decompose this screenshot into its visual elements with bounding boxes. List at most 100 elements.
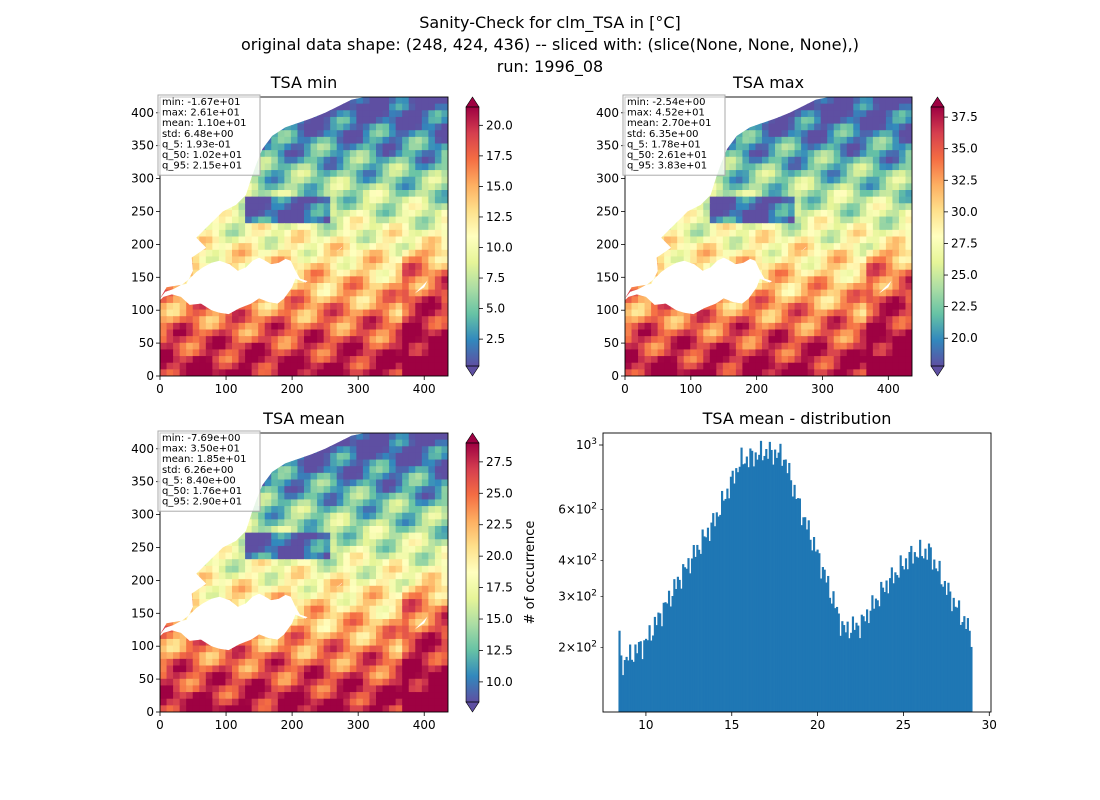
heatmap-cell — [251, 369, 259, 376]
heatmap-cell — [408, 369, 416, 376]
colorbar-tick-label: 35.0 — [951, 142, 978, 156]
heatmap-cell — [415, 466, 423, 474]
heatmap-cell — [336, 283, 344, 291]
heatmap-cell — [775, 283, 783, 291]
heatmap-cell — [664, 356, 672, 364]
heatmap-cell — [722, 223, 730, 231]
heatmap-cell — [415, 183, 423, 191]
heatmap-cell — [330, 209, 338, 218]
heatmap-cell — [664, 362, 672, 370]
heatmap-cell — [840, 130, 848, 138]
heatmap-cell — [408, 356, 416, 364]
heatmap-cell — [245, 229, 253, 238]
heatmap-cell — [382, 506, 390, 514]
heatmap-cell — [304, 349, 312, 357]
heatmap-cell — [160, 349, 168, 357]
heatmap-cell — [382, 97, 390, 105]
heatmap-cell — [389, 519, 397, 527]
heatmap-cell — [349, 466, 357, 474]
heatmap-cell — [421, 433, 429, 441]
heatmap-cell — [238, 236, 246, 244]
heatmap-cell — [264, 545, 272, 554]
heatmap-cell — [317, 163, 325, 171]
heatmap-cell — [859, 256, 867, 264]
heatmap-cell — [382, 316, 390, 324]
heatmap-cell — [369, 256, 377, 264]
heatmap-cell — [820, 362, 828, 370]
heatmap-cell — [349, 296, 357, 304]
heatmap-cell — [297, 196, 305, 204]
heatmap-cell — [395, 532, 403, 540]
heatmap-cell — [199, 302, 207, 311]
heatmap-cell — [349, 329, 357, 337]
heatmap-cell — [389, 269, 397, 277]
heatmap-cell — [251, 532, 259, 540]
heatmap-cell — [264, 150, 272, 158]
heatmap-cell — [408, 249, 416, 258]
heatmap-cell — [428, 459, 436, 467]
heatmap-cell — [376, 559, 384, 567]
heatmap-cell — [264, 349, 272, 357]
heatmap-cell — [389, 116, 397, 125]
heatmap-cell — [441, 486, 448, 494]
heatmap-cell — [330, 599, 338, 607]
heatmap-cell — [846, 143, 854, 151]
heatmap-cell — [408, 296, 416, 304]
heatmap-cell — [245, 316, 253, 324]
heatmap-cell — [434, 110, 443, 118]
heatmap-cell — [853, 342, 861, 351]
heatmap-cell — [186, 356, 194, 364]
heatmap-cell — [232, 209, 240, 218]
heatmap-cell — [369, 446, 377, 454]
heatmap-cell — [421, 116, 429, 125]
heatmap-cell — [245, 532, 253, 540]
heatmap-cell — [428, 309, 436, 317]
heatmap-cell — [356, 519, 364, 527]
heatmap-cell — [271, 329, 279, 337]
heatmap-cell — [729, 229, 737, 238]
heatmap-cell — [872, 116, 880, 125]
heatmap-cell — [264, 336, 272, 344]
heatmap-cell — [670, 316, 678, 324]
heatmap-cell — [376, 130, 384, 138]
heatmap-cell — [192, 302, 200, 311]
heatmap-cell — [317, 203, 325, 211]
heatmap-cell — [827, 256, 835, 264]
heatmap-cell — [794, 229, 802, 238]
heatmap-cell — [761, 209, 770, 218]
heatmap-cell — [271, 356, 279, 364]
heatmap-cell — [362, 439, 371, 447]
heatmap-cell — [794, 216, 802, 224]
heatmap-cell — [389, 170, 397, 178]
heatmap-cell — [709, 249, 717, 258]
heatmap-cell — [755, 136, 763, 145]
heatmap-cell — [853, 196, 861, 204]
heatmap-cell — [304, 362, 312, 370]
heatmap-cell — [840, 356, 848, 364]
heatmap-cell — [898, 229, 907, 238]
heatmap-cell — [304, 452, 312, 461]
heatmap-cell — [389, 559, 397, 567]
heatmap-cell — [703, 309, 711, 317]
heatmap-cell — [428, 116, 436, 125]
heatmap-cell — [421, 336, 429, 344]
heatmap-cell — [814, 103, 822, 111]
heatmap-cell — [343, 276, 351, 284]
heatmap-cell — [330, 123, 338, 131]
heatmap-cell — [264, 143, 272, 151]
heatmap-cell — [323, 110, 331, 118]
heatmap-cell — [716, 243, 724, 251]
heatmap-cell — [638, 316, 646, 324]
colorbar-tick-label: 5.0 — [486, 302, 505, 316]
heatmap-cell — [859, 190, 867, 198]
heatmap-cell — [362, 532, 371, 540]
heatmap-cell — [781, 123, 789, 131]
heatmap-cell — [402, 276, 410, 284]
heatmap-cell — [336, 552, 344, 560]
heatmap-cell — [794, 302, 802, 311]
heatmap-cell — [833, 249, 841, 258]
heatmap-cell — [199, 263, 207, 271]
heatmap-cell — [330, 130, 338, 138]
heatmap-cell — [827, 276, 835, 284]
heatmap-cell — [310, 486, 318, 494]
